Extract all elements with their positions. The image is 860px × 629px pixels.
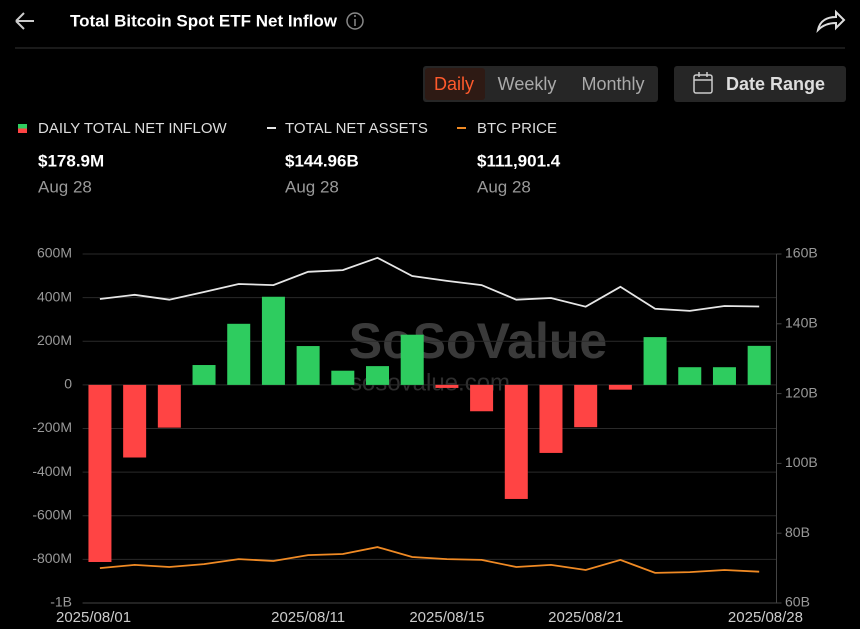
back-button[interactable] [15,12,34,30]
bar [712,367,736,385]
y-tick-label: 600M [37,245,72,261]
y-tick-label: 200M [37,332,72,348]
bar [747,345,771,385]
bar [192,365,216,385]
tab[interactable]: Daily [434,74,474,94]
y-tick-label: -200M [32,419,72,435]
x-tick-label: 2025/08/11 [271,609,345,626]
bar [157,384,181,428]
calendar-icon [693,72,713,94]
y2-tick-label: 120B [785,384,818,400]
chart: SoSoValue sosovalue.com -1B-800M-600M-40… [32,245,817,626]
summary-date: Aug 28 [38,177,92,196]
y-tick-label: -400M [32,463,72,479]
date-range-button[interactable] [674,66,846,102]
x-tick-label: 2025/08/15 [409,609,484,626]
summary-date: Aug 28 [477,177,531,196]
share-button[interactable] [816,9,846,34]
y-tick-label: 0 [64,376,72,392]
bar [261,296,285,385]
summary-value: $178.9M [38,151,104,170]
x-tick-label: 2025/08/01 [56,609,131,626]
y2-tick-label: 140B [785,315,818,331]
tab[interactable]: Monthly [581,74,644,94]
bar [435,384,459,388]
date-range-label[interactable]: Date Range [726,74,825,94]
legend-label: BTC PRICE [477,120,557,137]
tab[interactable]: Weekly [498,74,557,94]
line [99,546,760,574]
bar [539,384,563,453]
y-tick-label: -600M [32,506,72,522]
info-icon[interactable] [346,12,364,30]
y2-tick-label: 80B [785,524,810,540]
y2-tick-label: 100B [785,454,818,470]
y-tick-label: -800M [32,550,72,566]
bar [227,323,251,385]
bar [331,370,355,385]
bar [643,337,667,385]
page-title: Total Bitcoin Spot ETF Net Inflow [70,11,338,30]
summary-date: Aug 28 [285,177,339,196]
tab-active [425,68,485,100]
y-tick-label: -1B [50,594,72,610]
legend-swatch [18,128,27,133]
bar [296,346,320,385]
bar [366,366,390,385]
bar [608,384,632,390]
legend-label: TOTAL NET ASSETS [285,120,428,137]
y-tick-label: 400M [37,288,72,304]
x-tick-label: 2025/08/28 [728,609,803,626]
bar [574,384,598,428]
y2-tick-label: 160B [785,245,818,261]
summary-value: $144.96B [285,151,359,170]
legend-swatch [18,124,27,129]
bar [400,334,424,385]
bar [678,367,702,385]
y2-tick-label: 60B [785,594,810,610]
bar [470,384,494,412]
bar [504,384,528,499]
summary-value: $111,901.4 [477,151,561,170]
bar [123,384,147,458]
legend-label: DAILY TOTAL NET INFLOW [38,120,227,137]
line [99,256,760,312]
bar [88,384,112,562]
x-tick-label: 2025/08/21 [548,609,623,626]
